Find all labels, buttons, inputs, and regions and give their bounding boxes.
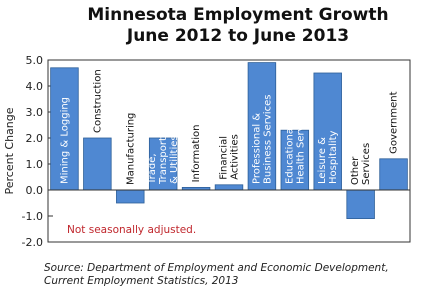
bar	[346, 189, 375, 220]
bar	[83, 137, 112, 191]
x-tick-label: Manufacturing	[125, 113, 136, 185]
bar	[313, 72, 342, 191]
x-tick-label: Construction	[92, 69, 103, 133]
bar	[379, 158, 408, 191]
x-tick-label: Information	[191, 125, 202, 183]
x-tick-label: Government	[389, 91, 400, 153]
plot-frame	[47, 59, 411, 243]
x-tick-label: Educational &Health Services	[284, 106, 306, 184]
y-axis-label: Percent Change	[3, 107, 16, 194]
x-tick-label: Professional &Business Services	[251, 95, 273, 184]
annotation: Not seasonally adjusted.	[67, 224, 196, 236]
bar	[148, 137, 178, 191]
y-tick-label: 0.0	[26, 184, 44, 197]
x-tick-label: FinancialActivities	[219, 134, 241, 180]
y-tick-label: 4.0	[26, 80, 44, 93]
bar	[214, 184, 244, 191]
x-tick-label: Trade,Transportation& Utilities	[147, 112, 180, 185]
y-tick-label: 3.0	[26, 106, 44, 119]
x-tick-label: OtherServices	[350, 143, 372, 185]
source: Source: Department of Employment and Eco…	[44, 262, 389, 274]
chart-subtitle: June 2012 to June 2013	[126, 26, 349, 46]
x-tick-label: Leisure &Hospitality	[317, 131, 339, 185]
y-tick-label: -1.0	[22, 210, 43, 223]
bar	[247, 62, 277, 191]
bar	[116, 189, 145, 204]
x-tick-label: Mining & Logging	[59, 97, 70, 184]
chart-title: Minnesota Employment Growth	[87, 5, 388, 25]
y-tick-label: -2.0	[22, 236, 43, 249]
y-tick-label: 5.0	[26, 54, 44, 67]
y-tick-label: 1.0	[26, 158, 44, 171]
y-tick-label: 2.0	[26, 132, 44, 145]
source: Current Employment Statistics, 2013	[44, 275, 238, 287]
bar	[280, 129, 310, 191]
